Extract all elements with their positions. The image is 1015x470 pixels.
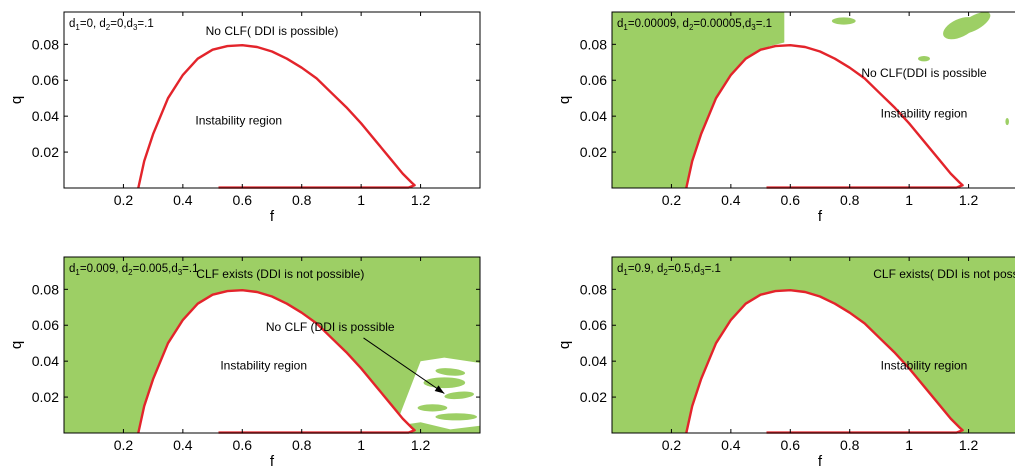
clf-fragment [417,404,448,412]
y-tick-label: 0.08 [32,281,59,297]
y-axis-label: q [8,341,25,349]
stable-region [612,12,1009,188]
axes-frame [611,11,1015,189]
axes-frame [63,11,481,189]
axes-frame [611,256,1015,434]
y-tick-label: 0.02 [32,389,59,405]
y-tick-label: 0.02 [580,144,607,160]
parameter-label: d1=0.00009, d2=0.00005,d3=.1 [617,18,772,32]
chart-bottom-right: 0.2 0.4 0.6 0.8 1 1.2 0.02 0.04 0.06 0.08 f q d1=0.9… [556,256,1015,470]
y-tick-label: 0.06 [580,72,607,88]
y-tick-label: 0.08 [580,281,607,297]
x-tick-label: 1 [357,437,365,453]
y-tick-label: 0.04 [32,108,59,124]
x-tick-label: 0.6 [781,437,801,453]
y-tick-label: 0.04 [32,353,59,369]
x-tick-label: 0.8 [292,192,312,208]
clf-fragment [918,56,930,62]
clf-fragment [435,368,466,376]
annotation: Instability region [195,114,282,128]
stable-region [612,257,1015,433]
y-tick-label: 0.08 [580,36,607,52]
y-tick-label: 0.04 [580,353,607,369]
arrow-head [434,385,445,394]
x-tick-label: 0.4 [721,437,741,453]
parameter-label: d1=0, d2=0,d3=.1 [69,18,154,32]
chart-bottom-left: 0.2 0.4 0.6 0.8 1 1.2 0.02 0.04 0.06 0.08 f q d1=0.0… [8,256,481,470]
x-tick-label: 0.8 [292,437,312,453]
x-tick-label: 0.2 [662,192,682,208]
y-tick-label: 0.04 [580,108,607,124]
parameter-label: d1=0.009, d2=0.005,d3=.1 [69,263,198,277]
x-tick-label: 1.2 [959,192,979,208]
y-tick-label: 0.06 [32,317,59,333]
x-axis-label: f [818,453,823,470]
x-tick-label: 1.2 [411,437,431,453]
y-tick-label: 0.02 [32,144,59,160]
x-axis-label: f [270,208,275,225]
y-axis-label: q [556,96,573,104]
x-tick-label: 0.4 [173,192,193,208]
annotation: No CLF(DDI is possible [861,66,987,80]
annotation: CLF exists (DDI is not possible) [196,267,364,281]
y-axis-label: q [556,341,573,349]
x-tick-label: 1.2 [959,437,979,453]
x-tick-label: 1 [357,192,365,208]
x-tick-label: 0.2 [114,192,134,208]
annotation: Instability region [881,359,968,373]
parameter-label: d1=0.9, d2=0.5,d3=.1 [617,263,721,277]
x-tick-label: 0.8 [840,192,860,208]
stable-region [64,257,480,433]
x-tick-label: 1 [905,437,913,453]
x-tick-label: 0.2 [662,437,682,453]
x-tick-label: 0.8 [840,437,860,453]
y-tick-label: 0.06 [580,317,607,333]
clf-fragment [831,17,856,25]
x-axis-label: f [270,453,275,470]
instability-region [138,290,415,433]
y-tick-label: 0.02 [580,389,607,405]
clf-fragment [444,391,475,400]
clf-fragment [423,377,466,389]
instability-region [686,290,963,433]
x-axis-label: f [818,208,823,225]
annotation-arrow [363,337,445,394]
x-tick-label: 0.6 [233,192,253,208]
y-tick-label: 0.08 [32,36,59,52]
x-tick-label: 0.4 [721,192,741,208]
axes-frame [63,256,481,434]
y-axis-label: q [8,96,25,104]
x-tick-label: 1.2 [411,192,431,208]
x-tick-label: 0.2 [114,437,134,453]
chart-top-right: 0.2 0.4 0.6 0.8 1 1.2 0.02 0.04 0.06 0.08 f q d1=0.0… [556,11,1015,225]
x-tick-label: 0.4 [173,437,193,453]
annotation: No CLF (DDI is possible [266,320,395,334]
clf-fragment [1005,117,1009,126]
x-tick-label: 0.6 [233,437,253,453]
clf-fragment [435,413,478,421]
clf-fragment [768,24,783,32]
annotation: Instability region [881,107,968,121]
annotation: No CLF( DDI is possible) [206,24,339,38]
annotation: CLF exists( DDI is not possible) [873,267,1015,281]
x-tick-label: 0.6 [781,192,801,208]
x-tick-label: 1 [905,192,913,208]
clf-region [612,12,785,188]
clf-fragment [958,12,991,34]
y-tick-label: 0.06 [32,72,59,88]
chart-top-left: 0.2 0.4 0.6 0.8 1 1.2 0.02 0.04 0.06 0.08 f q d1=0, … [8,11,481,225]
annotation: Instability region [220,359,307,373]
